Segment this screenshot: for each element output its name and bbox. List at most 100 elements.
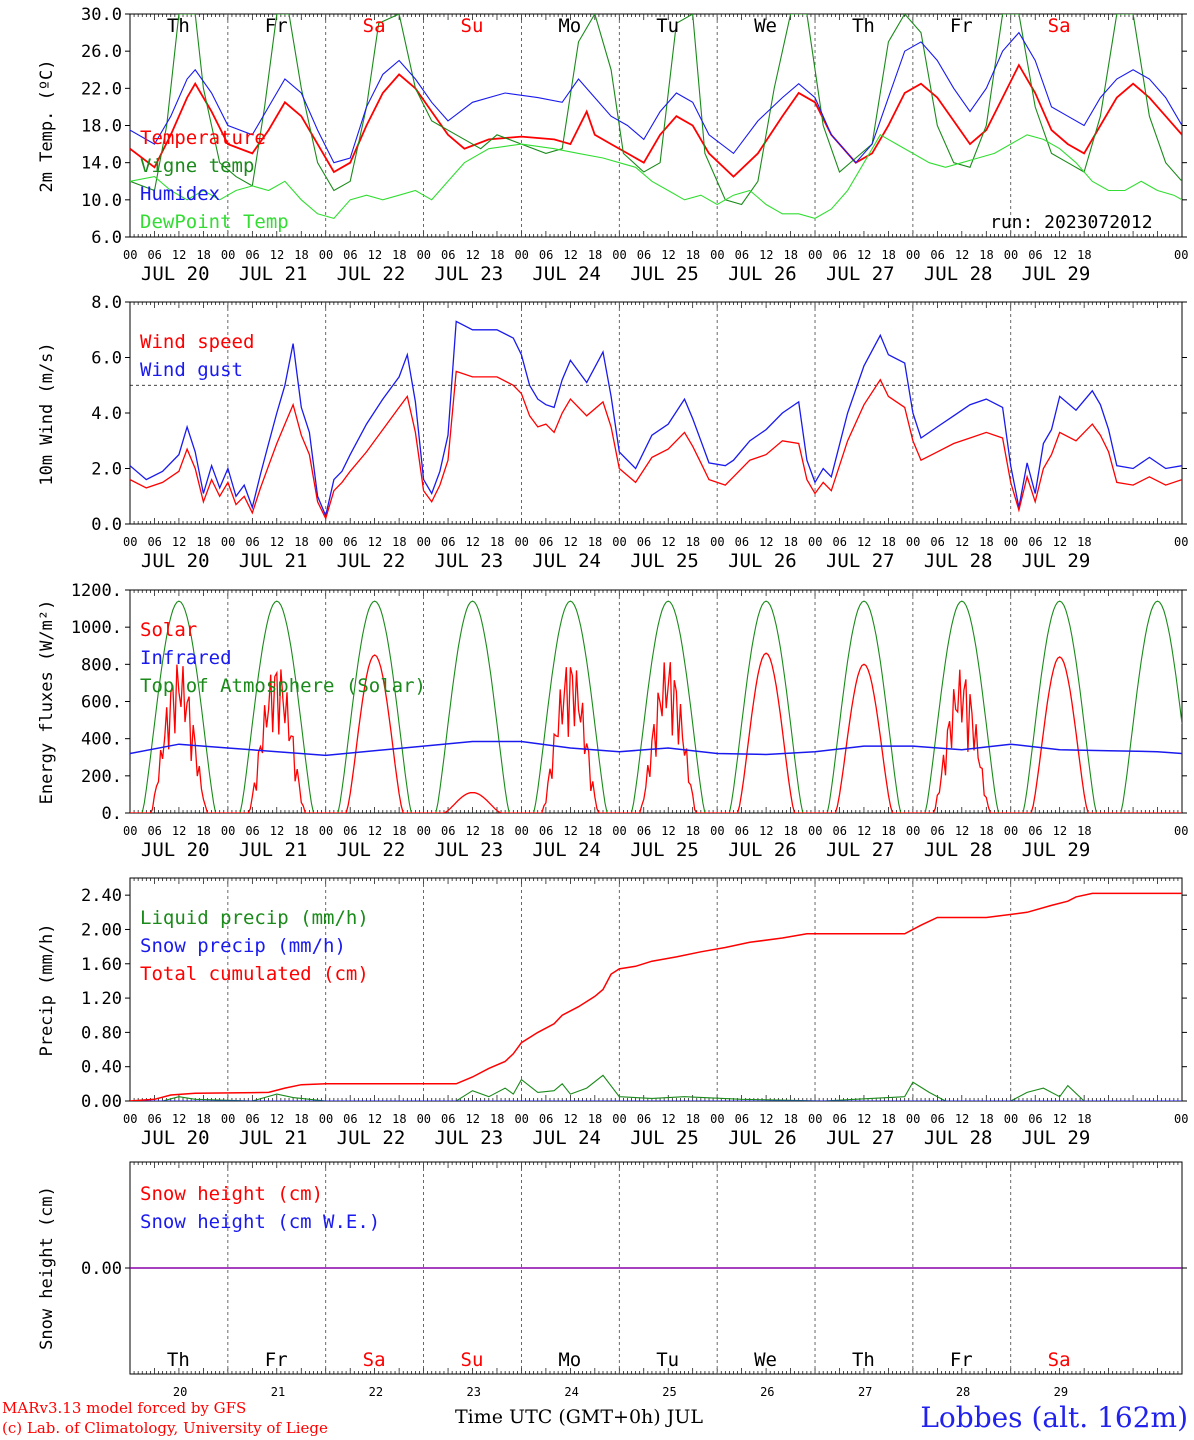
series-line-wind-speed <box>130 370 1182 521</box>
weekday-label: Fr <box>950 1349 973 1371</box>
hour-tick-label: 06 <box>832 824 846 838</box>
hour-tick-label: 00 <box>612 535 626 549</box>
hour-tick-label: 00 <box>417 824 431 838</box>
hour-tick-label: 06 <box>343 1112 357 1126</box>
date-label: JUL 24 <box>532 550 601 572</box>
weekday-label: Tu <box>656 1349 679 1371</box>
hour-tick-label: 00 <box>906 1112 920 1126</box>
location-title: Lobbes (alt. 162m) <box>920 1401 1188 1434</box>
date-label: JUL 20 <box>141 839 210 861</box>
hour-tick-label: 18 <box>979 248 993 262</box>
hour-tick-label: 18 <box>686 1112 700 1126</box>
hour-tick-label: 12 <box>661 824 675 838</box>
hour-tick-label: 12 <box>1053 824 1067 838</box>
hour-tick-label: 06 <box>539 535 553 549</box>
weekday-label: Tu <box>656 15 679 37</box>
hour-tick-label: 18 <box>881 824 895 838</box>
day-number-label: 29 <box>1054 1385 1068 1399</box>
hour-tick-label: 12 <box>368 248 382 262</box>
hour-tick-label: 12 <box>661 535 675 549</box>
y-tick-label: 0.00 <box>81 1259 122 1279</box>
hour-tick-label: 18 <box>1077 248 1091 262</box>
hour-tick-label: 12 <box>172 824 186 838</box>
weekday-label: Sa <box>363 15 386 37</box>
hour-tick-label: 06 <box>147 824 161 838</box>
y-tick-label: 0.00 <box>81 1092 122 1112</box>
weekday-label: Sa <box>1048 1349 1071 1371</box>
hour-tick-label: 18 <box>686 535 700 549</box>
date-label: JUL 21 <box>239 839 308 861</box>
date-label: JUL 26 <box>728 1127 797 1149</box>
hour-tick-label: 06 <box>930 535 944 549</box>
weekday-label: Fr <box>265 1349 288 1371</box>
hour-tick-label: 18 <box>294 535 308 549</box>
hour-tick-label: 06 <box>441 1112 455 1126</box>
model-credit: MARv3.13 model forced by GFS <box>2 1399 247 1417</box>
legend-entry: Temperature <box>140 127 266 149</box>
hour-tick-label: 00 <box>906 824 920 838</box>
hour-tick-label: 18 <box>196 1112 210 1126</box>
hour-tick-label: 12 <box>857 535 871 549</box>
hour-tick-label: 18 <box>196 824 210 838</box>
date-label: JUL 20 <box>141 550 210 572</box>
hour-tick-label: 12 <box>857 1112 871 1126</box>
date-label: JUL 26 <box>728 263 797 285</box>
hour-tick-label: 00 <box>808 248 822 262</box>
hour-tick-label: 18 <box>881 1112 895 1126</box>
y-tick-label: 6.0 <box>91 349 122 369</box>
date-label: JUL 24 <box>532 839 601 861</box>
series-line-wind-gust <box>130 320 1182 518</box>
date-label: JUL 20 <box>141 1127 210 1149</box>
y-axis-label: 10m Wind (m/s) <box>37 342 57 485</box>
hour-tick-label: 06 <box>1028 535 1042 549</box>
hour-tick-label: 00 <box>221 535 235 549</box>
y-tick-label: 400. <box>81 730 122 750</box>
hour-tick-label: 06 <box>147 535 161 549</box>
hour-tick-label: 06 <box>539 824 553 838</box>
day-number-label: 28 <box>956 1385 970 1399</box>
hour-tick-label: 12 <box>661 1112 675 1126</box>
day-number-label: 21 <box>271 1385 285 1399</box>
hour-tick-label: 06 <box>245 1112 259 1126</box>
hour-tick-label: 12 <box>759 248 773 262</box>
series-line-solar <box>130 652 1182 813</box>
date-label: JUL 28 <box>924 1127 993 1149</box>
hour-tick-label: 18 <box>686 248 700 262</box>
hour-tick-label: 18 <box>1077 535 1091 549</box>
date-label: JUL 27 <box>826 263 895 285</box>
hour-tick-label: 06 <box>930 824 944 838</box>
y-axis-5: 0.00 Snow height (cm) <box>37 1186 1187 1350</box>
date-label: JUL 22 <box>337 1127 406 1149</box>
series-line-toa-solar <box>130 600 1182 813</box>
hour-tick-label: 12 <box>661 248 675 262</box>
date-label: JUL 25 <box>630 263 699 285</box>
weekday-label: Sa <box>1048 15 1071 37</box>
y-tick-label: 22.0 <box>81 79 122 99</box>
date-label: JUL 20 <box>141 263 210 285</box>
date-label: JUL 27 <box>826 1127 895 1149</box>
date-label: JUL 23 <box>435 263 504 285</box>
hour-tick-label: 12 <box>270 1112 284 1126</box>
day-number-label: 27 <box>858 1385 872 1399</box>
y-tick-label: 600. <box>81 693 122 713</box>
date-label: JUL 27 <box>826 550 895 572</box>
hour-tick-label: 12 <box>1053 535 1067 549</box>
legend-entry: Snow height (cm) <box>140 1183 323 1205</box>
date-label: JUL 21 <box>239 1127 308 1149</box>
legend-entry: Solar <box>140 619 197 641</box>
hour-tick-label: 12 <box>759 535 773 549</box>
hour-tick-label: 00 <box>1174 535 1188 549</box>
y-tick-label: 14.0 <box>81 154 122 174</box>
hour-tick-label: 00 <box>1004 1112 1018 1126</box>
hour-tick-label: 00 <box>710 248 724 262</box>
hour-tick-label: 12 <box>955 248 969 262</box>
date-label: JUL 29 <box>1022 263 1091 285</box>
date-label: JUL 21 <box>239 550 308 572</box>
legend-entry: Top of Atmosphere (Solar) <box>140 675 426 697</box>
hour-tick-label: 06 <box>930 248 944 262</box>
hour-tick-label: 00 <box>710 1112 724 1126</box>
hour-tick-label: 18 <box>490 1112 504 1126</box>
hour-tick-label: 00 <box>1004 248 1018 262</box>
